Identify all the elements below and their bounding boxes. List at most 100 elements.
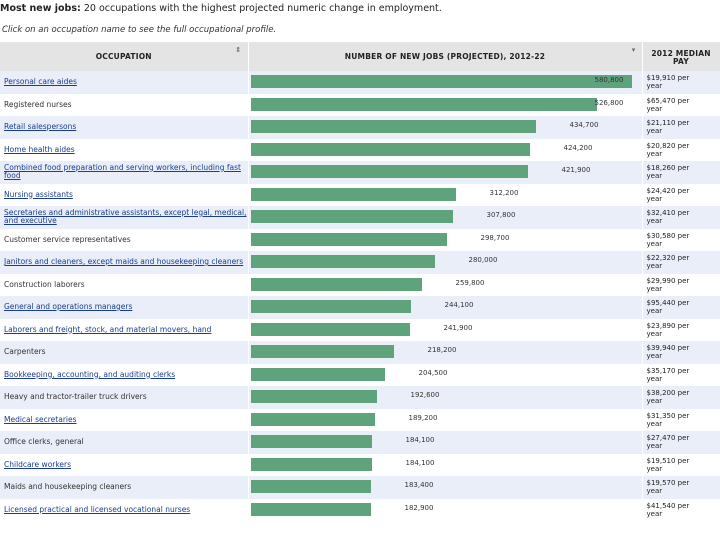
median-pay-unit: year [646,487,663,496]
bar [250,390,377,403]
occupation-link[interactable]: Customer service representatives [4,234,131,244]
occupation-cell: Medical secretaries [0,408,249,431]
bar-value-label: 244,100 [444,301,474,309]
median-pay-unit: year [646,352,663,361]
table-row: Medical secretaries 189,200 $31,350 per yea… [0,408,720,431]
median-pay-cell: $31,350 per year [642,408,720,431]
bar [250,277,422,291]
occupation-cell: General and operations managers [0,296,249,319]
bar-cell: 184,100 [248,431,643,454]
bar-cell: 204,500 [248,363,643,386]
table-row: Heavy and tractor-trailer truck drivers 1… [0,386,720,409]
occupation-link[interactable]: Maids and housekeeping cleaners [4,482,132,491]
table-row: Bookkeeping, accounting, and auditing cl… [0,363,720,386]
occupation-link[interactable]: General and operations managers [4,302,133,311]
bar [250,75,632,88]
median-pay-unit: year [646,82,663,91]
occupation-link[interactable]: Laborers and freight, stock, and materia… [4,324,212,334]
occupation-cell: Bookkeeping, accounting, and auditing cl… [0,363,249,386]
occupation-link[interactable]: Heavy and tractor-trailer truck drivers [4,392,147,401]
table-body: Personal care aides 580,800 $19,910 per yea… [0,71,720,521]
sort-icon[interactable]: ⇕ [235,46,242,54]
occupation-link[interactable]: Licensed practical and licensed vocation… [4,504,191,514]
occupation-cell: Carpenters [0,341,249,364]
occupation-link[interactable]: Nursing assistants [4,189,73,199]
bar-value-label: 259,800 [455,278,485,287]
occupation-cell: Laborers and freight, stock, and materia… [0,318,249,341]
occupation-cell: Registered nurses [0,93,249,116]
occupation-link[interactable]: Janitors and cleaners, except maids and … [4,257,244,266]
bar-value-label: 298,700 [480,233,510,242]
table-row: Personal care aides 580,800 $19,910 per yea… [0,71,720,94]
median-pay-unit: year [646,194,663,203]
median-pay-value: $30,580 per [646,231,690,240]
occupation-link[interactable]: Carpenters [4,347,46,356]
occupation-link[interactable]: Home health aides [4,144,75,154]
table-row: Office clerks, general 184,100 $27,470 per… [0,431,720,454]
occupation-link[interactable]: Medical secretaries [4,414,77,424]
bar-value-label: 421,900 [561,166,591,174]
median-pay-cell: $32,410 per year [642,206,720,229]
median-pay-unit: year [646,149,663,158]
bar [250,120,536,133]
bar [250,322,410,336]
bar-cell: 182,900 [248,498,643,521]
median-pay-cell: $21,110 per year [642,116,720,139]
bar [250,187,456,201]
occupation-link[interactable]: Registered nurses [4,99,72,109]
median-pay-value: $35,170 per [646,366,690,375]
occupation-column-header[interactable]: OCCUPATION ⇕ [0,42,249,71]
pay-header-line2: PAY [673,56,689,66]
occupation-link[interactable]: Office clerks, general [4,437,84,446]
median-pay-cell: $41,540 per year [642,498,720,521]
occupation-link[interactable]: Retail salespersons [4,122,77,131]
bar-value-label: 424,200 [563,143,593,152]
median-pay-column-header[interactable]: 2012 MEDIAN PAY [642,42,720,71]
median-pay-value: $19,510 per [646,456,690,465]
bar [250,97,597,111]
median-pay-value: $32,410 per [646,209,690,218]
bar-cell: 218,200 [248,341,643,364]
occupation-link[interactable]: Combined food preparation and serving wo… [4,162,241,181]
table-row: Customer service representatives 298,700 $… [0,228,720,251]
median-pay-unit: year [646,442,663,451]
heading-bold: Most new jobs: [0,3,81,14]
bar-cell: 184,100 [248,453,643,476]
heading-text: 20 occupations with the highest projecte… [80,3,442,14]
table-row: Licensed practical and licensed vocation… [0,498,720,521]
table-row: Construction laborers 259,800 $29,990 per y… [0,273,720,296]
pay-header-line1: 2012 MEDIAN [651,48,711,58]
median-pay-unit: year [646,104,663,113]
bar [250,412,375,426]
bar-value-label: 183,400 [404,481,434,489]
bar [250,210,453,223]
table-row: Childcare workers 184,100 $19,510 per year [0,453,720,476]
occupation-link[interactable]: Construction laborers [4,279,85,289]
median-pay-unit: year [646,262,663,271]
table-row: Maids and housekeeping cleaners 183,400 $1… [0,476,720,499]
bar [250,480,371,493]
new-jobs-column-header[interactable]: NUMBER OF NEW JOBS (PROJECTED), 2012-22 … [248,42,643,71]
chevron-down-icon[interactable]: ▾ [631,46,636,54]
median-pay-value: $39,940 per [646,344,690,353]
bar [250,345,394,358]
bar [250,502,371,516]
bar-cell: 307,800 [248,206,643,229]
occupation-cell: Office clerks, general [0,431,249,454]
median-pay-cell: $65,470 per year [642,93,720,116]
bar-value-label: 192,600 [410,391,440,399]
occupation-link[interactable]: Personal care aides [4,77,77,86]
occupation-link[interactable]: Bookkeeping, accounting, and auditing cl… [4,369,176,379]
occupation-link[interactable]: Secretaries and administrative assistant… [4,207,247,226]
median-pay-cell: $95,440 per year [642,296,720,319]
bar-cell: 526,800 [248,93,643,116]
median-pay-unit: year [646,239,663,248]
median-pay-unit: year [646,419,663,428]
occupation-cell: Nursing assistants [0,183,249,206]
table-row: Home health aides 424,200 $20,820 per year [0,138,720,161]
median-pay-cell: $29,990 per year [642,273,720,296]
median-pay-cell: $18,260 per year [642,161,720,184]
median-pay-value: $27,470 per [646,434,690,443]
occupation-link[interactable]: Childcare workers [4,459,72,469]
table-row: Combined food preparation and serving wo… [0,161,720,184]
